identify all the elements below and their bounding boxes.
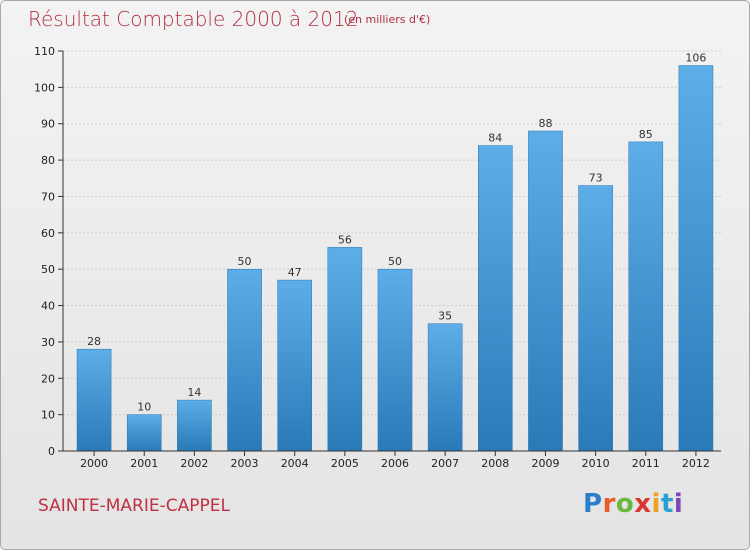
logo-letter: x (634, 489, 652, 519)
bar-2002 (177, 399, 212, 452)
logo-letter: i (651, 489, 661, 519)
y-tick-label: 90 (41, 118, 55, 131)
chart-subtitle: (en milliers d'€) (344, 13, 431, 26)
y-tick-label: 110 (34, 45, 55, 58)
bar-2009 (528, 130, 563, 452)
bar-2004 (277, 279, 312, 452)
value-label-2009: 88 (538, 117, 552, 130)
value-label-2006: 50 (388, 255, 402, 268)
x-tick-label-2001: 2001 (130, 457, 158, 470)
x-tick-label-2008: 2008 (481, 457, 509, 470)
value-label-2002: 14 (187, 386, 201, 399)
y-tick-label: 50 (41, 263, 55, 276)
bar-2010 (578, 185, 613, 452)
y-tick-label: 60 (41, 227, 55, 240)
value-label-2011: 85 (639, 128, 653, 141)
x-tick-label-2010: 2010 (582, 457, 610, 470)
bar-2008 (478, 145, 513, 452)
y-tick-label: 70 (41, 190, 55, 203)
bar-2003 (227, 268, 262, 452)
bar-2007 (427, 323, 463, 452)
bar-2000 (76, 348, 112, 452)
chart-title: Résultat Comptable 2000 à 2012 (28, 7, 359, 31)
logo-letter: o (615, 489, 635, 519)
x-tick-label-2009: 2009 (531, 457, 559, 470)
value-label-2012: 106 (685, 52, 706, 65)
y-tick-label: 40 (41, 300, 55, 313)
y-tick-label: 0 (48, 445, 55, 458)
x-tick-label-2004: 2004 (281, 457, 309, 470)
logo-letter: t (660, 489, 674, 519)
value-label-2004: 47 (288, 266, 302, 279)
bar-2005 (327, 247, 363, 452)
x-tick-label-2002: 2002 (180, 457, 208, 470)
bar-2011 (628, 141, 664, 452)
value-label-2003: 50 (238, 255, 252, 268)
x-tick-label-2007: 2007 (431, 457, 459, 470)
logo-letter: P (583, 489, 603, 519)
value-label-2010: 73 (589, 172, 603, 185)
y-tick-label: 10 (41, 409, 55, 422)
value-label-2000: 28 (87, 335, 101, 348)
y-tick-label: 100 (34, 81, 55, 94)
x-tick-label-2000: 2000 (80, 457, 108, 470)
x-tick-label-2006: 2006 (381, 457, 409, 470)
logo-letter: r (602, 489, 616, 519)
logo-letter: i (673, 489, 684, 519)
x-tick-label-2003: 2003 (231, 457, 259, 470)
x-tick-label-2005: 2005 (331, 457, 359, 470)
value-label-2008: 84 (488, 132, 502, 145)
value-label-2005: 56 (338, 233, 352, 246)
value-label-2001: 10 (137, 401, 151, 414)
commune-name: SAINTE-MARIE-CAPPEL (38, 496, 230, 516)
proxiti-logo: Proxiti (583, 489, 683, 519)
y-tick-label: 20 (41, 372, 55, 385)
y-tick-label: 30 (41, 336, 55, 349)
y-tick-label: 80 (41, 154, 55, 167)
x-tick-label-2011: 2011 (632, 457, 660, 470)
value-label-2007: 35 (438, 310, 452, 323)
bar-2012 (678, 65, 714, 452)
x-tick-label-2012: 2012 (682, 457, 710, 470)
bar-2006 (377, 268, 413, 452)
bar-2001 (126, 414, 162, 452)
